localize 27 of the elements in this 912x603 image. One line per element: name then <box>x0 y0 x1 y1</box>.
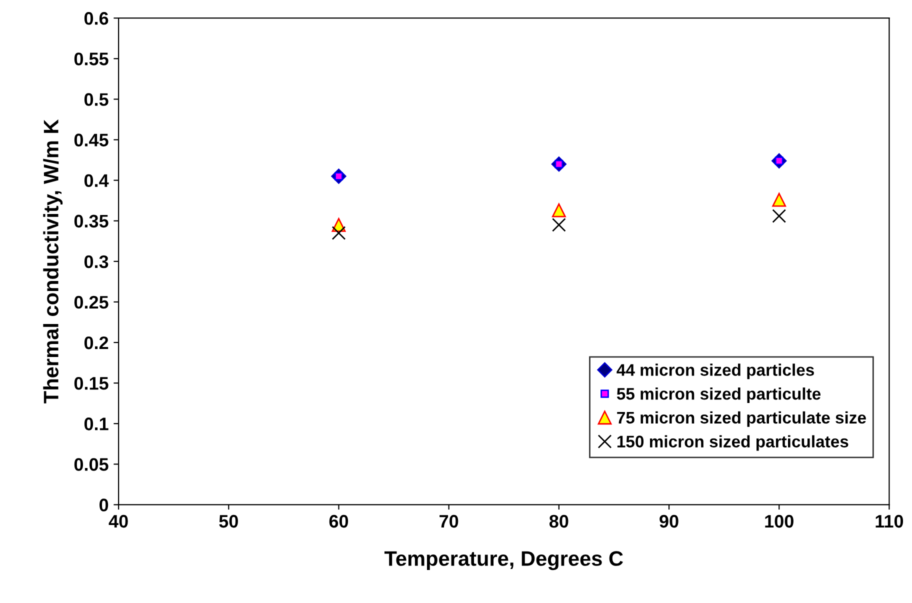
legend-label: 55 micron sized particulte <box>616 388 821 404</box>
x-tick-label: 40 <box>108 514 128 528</box>
x-tick-label: 100 <box>765 514 794 528</box>
legend-label: 150 micron sized particulates <box>617 435 848 451</box>
x-axis-title: Temperature, Degrees C <box>384 551 623 570</box>
legend-label: 44 micron sized particles <box>616 364 814 380</box>
y-tick-label: 0.35 <box>74 214 108 228</box>
legend-label: 75 micron sized particulate size <box>617 411 866 427</box>
y-tick-label: 0.15 <box>74 376 108 390</box>
y-tick-label: 0.6 <box>84 12 108 25</box>
y-tick-label: 0.5 <box>84 93 108 106</box>
x-tick-label: 110 <box>876 514 904 528</box>
y-tick-label: 0.05 <box>74 458 108 471</box>
y-tick-label: 0.25 <box>74 296 108 309</box>
x-tick-label: 60 <box>329 514 348 528</box>
x-tick-label: 80 <box>549 514 568 528</box>
y-tick-label: 0.1 <box>84 418 108 430</box>
x-tick-label: 90 <box>660 514 678 528</box>
x-tick-label: 70 <box>440 514 458 528</box>
y-tick-label: 0.3 <box>84 255 108 268</box>
y-tick-label: 0.4 <box>84 174 109 188</box>
y-tick-label: 0.45 <box>74 134 108 146</box>
y-tick-label: 0.55 <box>74 52 108 66</box>
y-tick-label: 0 <box>100 498 108 512</box>
y-axis-title: Thermal conductivity, W/m K <box>43 119 63 404</box>
x-tick-label: 50 <box>219 514 238 528</box>
y-tick-label: 0.2 <box>84 336 108 350</box>
